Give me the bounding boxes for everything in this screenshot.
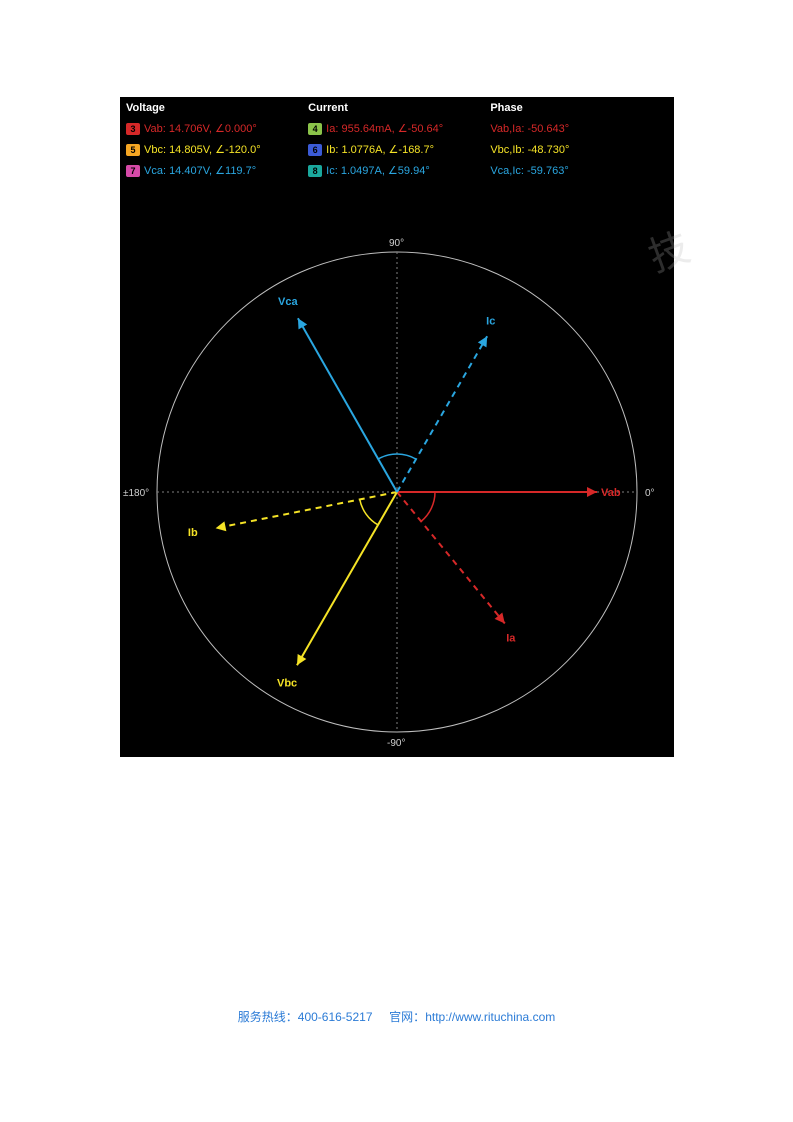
svg-text:Ic: Ic: [486, 316, 495, 328]
site-link[interactable]: http://www.rituchina.com: [425, 1010, 555, 1024]
hotline-label: 服务热线：: [238, 1010, 298, 1024]
svg-text:Ib: Ib: [188, 527, 198, 539]
svg-text:±180°: ±180°: [123, 488, 149, 499]
svg-text:Ia: Ia: [506, 632, 516, 644]
svg-text:Vca: Vca: [278, 296, 298, 308]
svg-text:Vbc: Vbc: [277, 678, 297, 690]
hotline-number: 400-616-5217: [298, 1010, 373, 1024]
phasor-panel: Voltage Current Phase 3Vab: 14.706V, ∠0.…: [120, 97, 674, 757]
svg-text:90°: 90°: [389, 238, 404, 249]
svg-text:Vab: Vab: [601, 487, 621, 499]
phasor-diagram: 0° ±180° 90° -90° Vab Ia Vbc Ib Vca Ic: [120, 97, 674, 757]
svg-text:-90°: -90°: [387, 738, 405, 749]
svg-text:0°: 0°: [645, 488, 655, 499]
page-footer: 服务热线：400-616-5217 官网：http://www.rituchin…: [0, 1008, 793, 1025]
site-label: 官网：: [389, 1010, 425, 1024]
